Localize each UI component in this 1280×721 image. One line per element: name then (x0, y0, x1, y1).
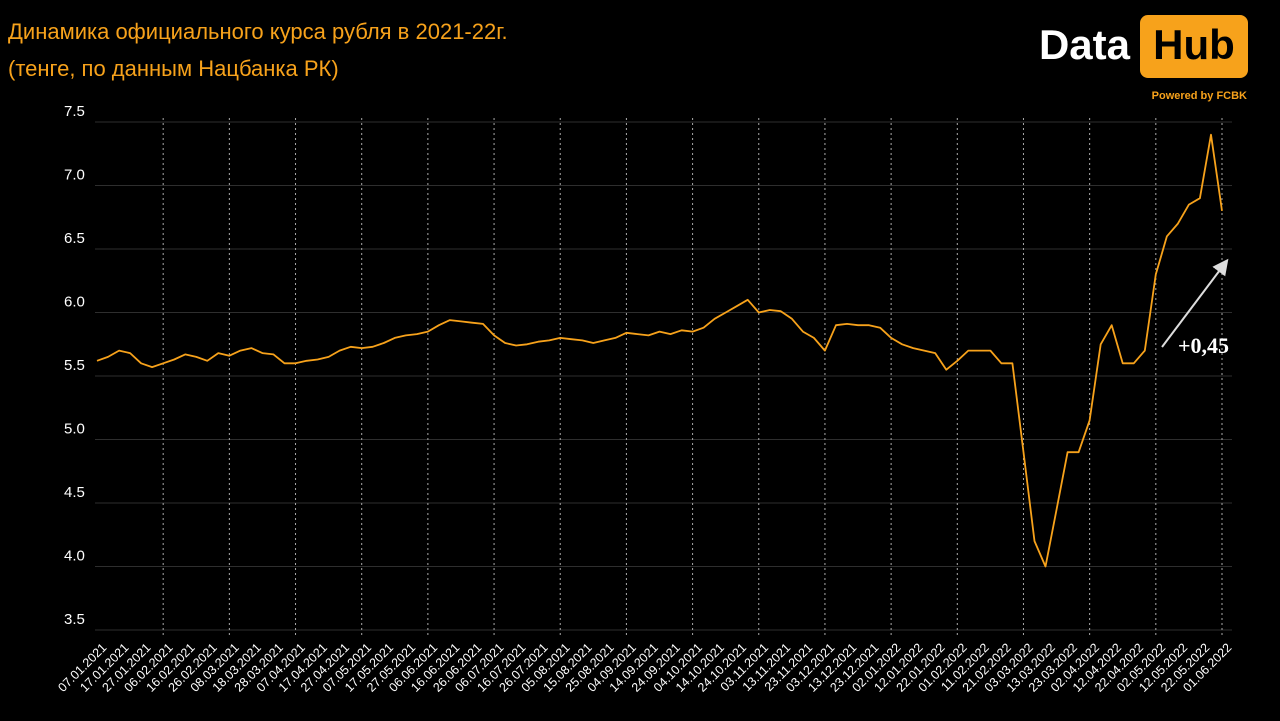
y-tick-label: 3.5 (64, 611, 85, 628)
y-tick-label: 7.0 (64, 166, 85, 183)
logo-word: Hub (1153, 21, 1235, 68)
y-tick-label: 7.5 (64, 103, 85, 120)
chart-subtitle: (тенге, по данным Нацбанка РК) (8, 56, 339, 81)
y-tick-label: 5.5 (64, 357, 85, 374)
annotation-arrow (1161, 258, 1229, 348)
logo-word: Data (1039, 21, 1131, 68)
annotation: +0,45 (1178, 333, 1229, 358)
y-tick-label: 6.5 (64, 230, 85, 247)
chart-title: Динамика официального курса рубля в 2021… (8, 19, 508, 44)
y-tick-label: 4.5 (64, 484, 85, 501)
y-tick-label: 4.0 (64, 547, 85, 564)
plot (96, 133, 1223, 568)
y-tick-label: 6.0 (64, 293, 85, 310)
data-line (96, 133, 1223, 568)
grid: 3.54.04.55.05.56.06.57.07.507.01.202117.… (55, 103, 1234, 695)
logo-box (1140, 15, 1248, 78)
logo-tagline: Powered by FCBK (1152, 90, 1247, 102)
y-tick-label: 5.0 (64, 420, 85, 437)
